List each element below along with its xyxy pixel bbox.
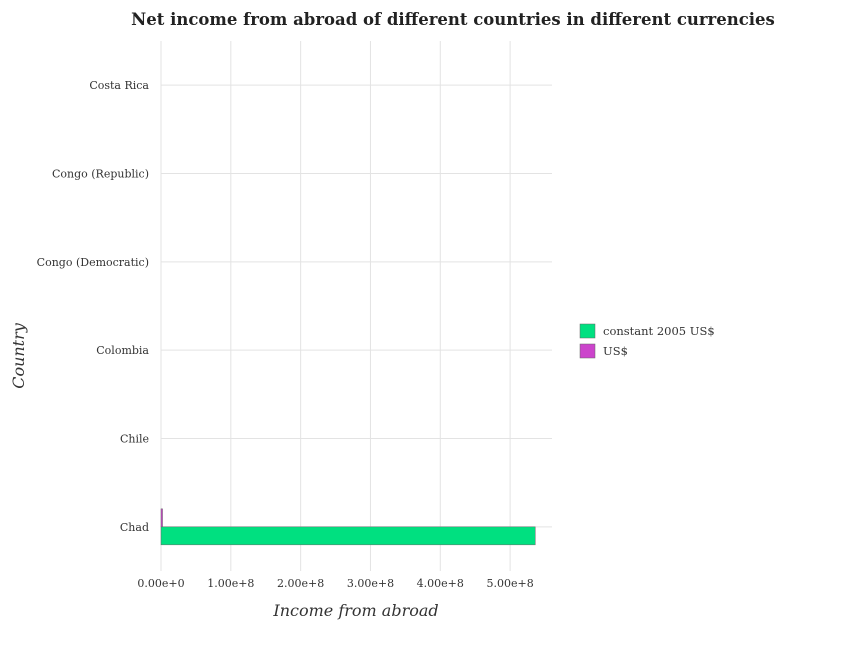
y-tick-label: Costa Rica: [89, 79, 149, 92]
grid: [160, 41, 552, 571]
x-tick-label: 4.00e+8: [417, 577, 464, 590]
axes: 0.00e+0 1.00e+8 2.00e+8 3.00e+8 4.00e+8 5.00e…: [37, 79, 534, 590]
legend: constant 2005 US$ US$: [579, 323, 715, 359]
x-tick-label: 2.00e+8: [277, 577, 324, 590]
legend-swatch-0: [579, 323, 596, 339]
y-tick-label: Congo (Republic): [52, 168, 149, 181]
x-tick-label: 5.00e+8: [486, 577, 533, 590]
y-tick-label: Congo (Democratic): [37, 256, 149, 269]
legend-swatch-1: [579, 343, 596, 359]
y-tick-label: Chad: [120, 521, 149, 534]
chart-title: Net income from abroad of different coun…: [131, 10, 775, 29]
y-tick-label: Colombia: [96, 344, 149, 357]
bar-usd-0: [160, 508, 163, 528]
x-axis-label: Income from abroad: [272, 601, 438, 620]
x-tick-label: 1.00e+8: [207, 577, 254, 590]
x-tick-label: 0.00e+0: [137, 577, 184, 590]
y-tick-label: Chile: [120, 433, 149, 446]
y-axis-label: Country: [9, 322, 28, 389]
bars: [160, 508, 536, 546]
bar-constant-2005-usd-0: [160, 526, 536, 546]
legend-label-0: constant 2005 US$: [603, 324, 715, 338]
x-tick-label: 3.00e+8: [347, 577, 394, 590]
legend-label-1: US$: [603, 344, 628, 358]
